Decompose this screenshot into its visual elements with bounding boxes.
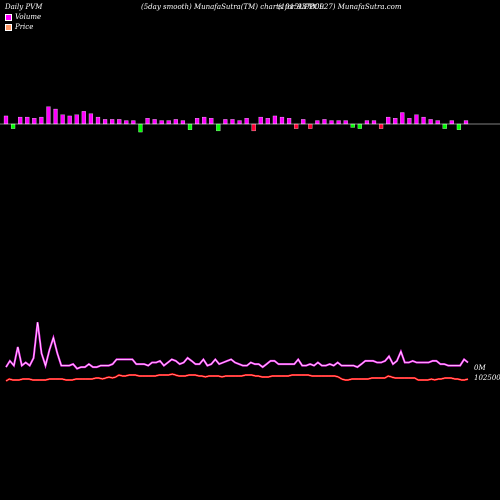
price-line-highlight [5,373,469,382]
volume-bar [152,119,157,125]
volume-bar [74,114,79,125]
volume-bar [173,119,178,125]
legend-volume: Volume [5,13,41,21]
volume-bar [159,120,164,125]
volume-end-label: 0M [474,364,486,372]
legend-price: Price [5,23,33,31]
volume-bar [180,120,186,125]
volume-bar [124,120,129,125]
volume-bar [301,119,306,125]
volume-bar [456,123,462,130]
volume-bar [237,120,242,125]
price-swatch [5,23,12,31]
volume-bar [216,123,221,132]
volume-bar [39,116,44,125]
volume-bar [3,115,9,125]
volume-bar [166,120,171,125]
volume-bar [386,116,391,125]
volume-bar [67,115,72,125]
volume-bar [378,123,384,129]
volume-bar [194,118,200,125]
price-end-label: 1025000 [474,374,500,382]
volume-bar [442,123,447,129]
volume-bar [435,120,440,125]
volume-bar [371,120,377,125]
volume-line [5,322,469,370]
volume-bar [343,120,348,125]
volume-bar [131,120,136,125]
volume-bar [53,108,58,125]
volume-bar [350,123,355,128]
volume-bar [230,119,235,125]
volume-bar [272,115,278,125]
volume-swatch [5,13,12,21]
volume-bar [364,120,370,125]
volume-bar [393,118,398,125]
volume-bar [449,120,454,125]
price-line [5,372,469,382]
volume-bars [3,106,469,133]
volume-bar [322,119,327,125]
volume-bar [329,120,334,125]
volume-bar [357,123,362,129]
volume-bar [244,118,249,125]
volume-bar [138,123,143,133]
volume-bar [308,123,313,129]
volume-bar [110,119,115,125]
volume-bar [187,123,193,130]
volume-bar [81,111,86,125]
volume-bar [294,123,299,129]
legend-price-label: Price [15,23,34,31]
legend-volume-label: Volume [15,13,42,21]
volume-bar [421,116,426,125]
volume-bar [223,119,228,125]
volume-bar [88,113,94,125]
header-left: Daily PVM [5,3,43,11]
volume-bar [414,114,419,125]
header-right: (1015UPPCL27) MunafaSutra.com [278,3,402,11]
volume-bar [117,119,122,125]
volume-bar [463,120,469,125]
volume-bar [25,116,30,125]
volume-bar [279,116,285,125]
volume-bar [46,106,51,125]
volume-bar [336,120,341,125]
volume-bar [286,118,292,125]
volume-bar [251,123,256,132]
volume-bar [95,116,101,125]
volume-line-highlight [5,322,469,370]
volume-bar [145,118,150,125]
volume-bar [60,114,65,125]
volume-bar [102,119,108,125]
volume-bar [407,118,412,125]
volume-bar [202,116,207,125]
volume-bar [428,119,433,125]
volume-bar [400,112,405,125]
volume-bar [209,118,214,125]
volume-bar [10,123,16,129]
volume-bar [265,118,270,125]
volume-bar [315,120,320,125]
header-center: (5day smooth) MunafaSutra(TM) charts for… [141,3,324,11]
volume-bar [258,116,263,125]
volume-bar [18,116,23,125]
volume-bar [32,118,37,125]
